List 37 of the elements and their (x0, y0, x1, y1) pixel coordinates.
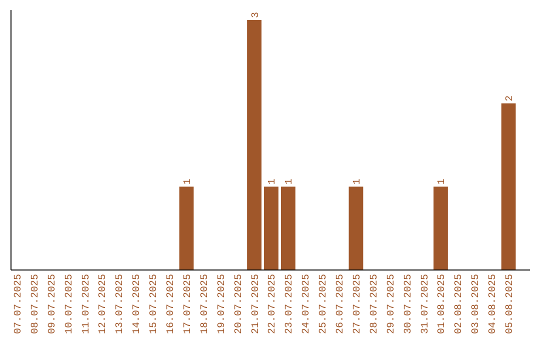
x-tick-label: 27.07.2025 (352, 274, 364, 334)
x-tick-label: 12.07.2025 (98, 274, 110, 334)
x-tick-label: 16.07.2025 (166, 274, 178, 334)
x-tick-label: 01.08.2025 (437, 274, 448, 334)
data-label: 1 (352, 178, 364, 185)
data-label: 1 (268, 178, 279, 185)
x-tick-label: 29.07.2025 (386, 274, 398, 334)
data-label: 1 (437, 178, 448, 185)
x-tick-label: 05.08.2025 (505, 274, 516, 334)
x-tick-label: 30.07.2025 (403, 274, 414, 334)
x-tick-label: 03.08.2025 (471, 274, 482, 334)
x-tick-label: 25.07.2025 (318, 274, 330, 334)
data-label: 3 (250, 12, 262, 18)
x-tick-label: 22.07.2025 (268, 274, 279, 334)
x-tick-label: 20.07.2025 (234, 274, 245, 334)
x-tick-label: 11.07.2025 (81, 274, 92, 334)
x-tick-label: 19.07.2025 (216, 274, 228, 334)
x-tick-label: 02.08.2025 (454, 274, 466, 334)
x-tick-label: 13.07.2025 (115, 274, 126, 334)
x-tick-label: 14.07.2025 (132, 274, 144, 334)
x-tick-label: 21.07.2025 (250, 274, 262, 334)
data-label: 1 (182, 178, 194, 185)
data-label: 2 (505, 95, 516, 102)
x-tick-label: 31.07.2025 (420, 274, 432, 334)
x-tick-label: 23.07.2025 (284, 274, 296, 334)
x-tick-label: 07.07.2025 (13, 274, 24, 334)
x-tick-label: 10.07.2025 (64, 274, 76, 334)
data-label: 1 (284, 178, 296, 185)
x-tick-label: 28.07.2025 (369, 274, 380, 334)
x-tick-label: 08.07.2025 (30, 274, 42, 334)
x-tick-label: 04.08.2025 (488, 274, 500, 334)
x-tick-label: 15.07.2025 (149, 274, 160, 334)
x-tick-label: 18.07.2025 (200, 274, 211, 334)
x-tick-label: 24.07.2025 (302, 274, 313, 334)
x-tick-label: 26.07.2025 (336, 274, 347, 334)
x-tick-label: 09.07.2025 (47, 274, 58, 334)
x-tick-label: 17.07.2025 (182, 274, 194, 334)
